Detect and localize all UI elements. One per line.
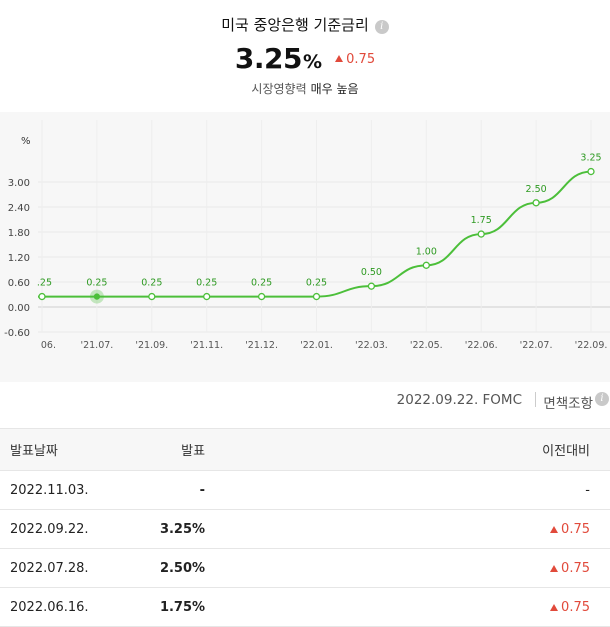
- data-label: 0.25: [251, 278, 272, 289]
- rate-change: 0.75: [335, 52, 375, 67]
- page-title: 미국 중앙은행 기준금리: [221, 16, 369, 34]
- rate-chart[interactable]: % 3.00 2.40 1.80 1.20 0.60 0.00 -0.60 06. '21.07.…: [0, 112, 610, 382]
- y-tick-label: 0.00: [8, 303, 30, 314]
- disclaimer-link[interactable]: 면책조항: [543, 396, 593, 412]
- data-label: 0.25: [86, 278, 107, 289]
- row-change-value: 0.75: [561, 599, 590, 615]
- data-point: [587, 167, 595, 176]
- up-triangle-icon: [335, 55, 344, 62]
- x-tick-label: '22.07.: [520, 340, 553, 351]
- data-label: 1.75: [471, 215, 492, 226]
- title-row: 미국 중앙은행 기준금리 i: [0, 14, 610, 35]
- divider: [535, 392, 536, 407]
- rate-header: 미국 중앙은행 기준금리 i 3.25% 0.75 시장영향력 매우 높음: [0, 0, 610, 112]
- row-date: 2022.06.16.: [0, 587, 159, 627]
- x-tick-label: '21.09.: [135, 340, 168, 351]
- info-icon[interactable]: i: [374, 20, 389, 34]
- rate-unit: %: [303, 51, 323, 73]
- rate-value: 3.25: [234, 42, 303, 75]
- data-label: 0.25: [141, 278, 162, 289]
- data-point: [257, 292, 266, 301]
- series-line: [38, 170, 592, 298]
- row-date: 2022.07.28.: [0, 548, 159, 588]
- up-triangle-icon: [550, 525, 559, 533]
- row-change: 0.75: [484, 509, 610, 549]
- row-change: 0.75: [484, 587, 610, 627]
- source-row: 2022.09.22. FOMC 면책조항 i: [0, 383, 610, 415]
- data-label: .25: [37, 278, 52, 289]
- rate-change-value: 0.75: [346, 52, 376, 67]
- row-change: -: [484, 470, 610, 510]
- table-header-row: 발표날짜 발표 이전대비: [0, 428, 610, 471]
- x-tick-label: '22.05.: [410, 340, 443, 351]
- x-tick-label: '22.01.: [300, 340, 333, 351]
- x-tick-label: '22.03.: [355, 340, 388, 351]
- x-tick-label: '21.12.: [245, 340, 278, 351]
- table-row: 2022.09.22. 3.25% 0.75: [0, 509, 610, 549]
- y-tick-label: -0.60: [4, 328, 30, 339]
- value-row: 3.25% 0.75: [0, 42, 610, 75]
- y-axis-unit: %: [21, 136, 31, 147]
- table-row: 2022.07.28. 2.50% 0.75: [0, 548, 610, 588]
- x-tick-label: '21.11.: [190, 340, 223, 351]
- data-point: [477, 230, 485, 238]
- data-point: [38, 292, 46, 301]
- header-date: 발표날짜: [0, 428, 159, 471]
- row-value: 3.25%: [158, 509, 485, 549]
- row-date: 2022.11.03.: [0, 470, 159, 510]
- y-tick-label: 3.00: [8, 178, 30, 189]
- row-value: 2.50%: [158, 548, 485, 588]
- chart-svg[interactable]: % 3.00 2.40 1.80 1.20 0.60 0.00 -0.60 06. '21.07.…: [0, 112, 610, 382]
- data-point: [367, 282, 376, 290]
- data-label: 0.25: [196, 278, 217, 289]
- row-change-value: 0.75: [561, 560, 590, 576]
- header-value: 발표: [158, 428, 485, 471]
- row-value: 1.75%: [158, 587, 485, 627]
- source-text: 2022.09.22. FOMC: [396, 392, 522, 408]
- data-point: [203, 292, 211, 301]
- row-value: -: [158, 470, 485, 510]
- row-change-value: 0.75: [561, 521, 590, 537]
- x-tick-label: '21.07.: [80, 340, 113, 351]
- row-change: 0.75: [484, 548, 610, 588]
- y-tick-label: 0.60: [8, 278, 30, 289]
- x-tick-label: '22.06.: [465, 340, 498, 351]
- impact-row: 시장영향력 매우 높음: [0, 80, 610, 97]
- table-row: 2022.11.03. - -: [0, 470, 610, 510]
- y-tick-label: 2.40: [8, 203, 30, 214]
- row-date: 2022.09.22.: [0, 509, 159, 549]
- announcement-table: 발표날짜 발표 이전대비 2022.11.03. - - 2022.09.22.…: [0, 428, 610, 627]
- x-tick-label: 06.: [41, 340, 56, 351]
- data-label: 3.25: [580, 153, 601, 164]
- data-label: 0.50: [361, 267, 382, 278]
- row-change-value: -: [585, 482, 590, 498]
- up-triangle-icon: [550, 564, 559, 572]
- up-triangle-icon: [550, 603, 559, 611]
- disclaimer-info-icon[interactable]: i: [595, 392, 609, 406]
- data-label: 2.50: [526, 184, 547, 195]
- data-point: [148, 292, 156, 301]
- y-tick-label: 1.80: [8, 228, 30, 239]
- x-tick-label: '22.09.: [575, 340, 608, 351]
- impact-label: 시장영향력: [251, 82, 307, 96]
- y-tick-label: 1.20: [8, 253, 30, 264]
- impact-value: 매우 높음: [310, 82, 359, 96]
- data-point: [422, 261, 430, 269]
- data-point: [532, 199, 540, 207]
- header-change: 이전대비: [484, 428, 610, 471]
- data-point: [93, 293, 101, 300]
- table-row: 2022.06.16. 1.75% 0.75: [0, 587, 610, 627]
- data-label: 0.25: [306, 278, 327, 289]
- data-point: [312, 292, 321, 301]
- data-label: 1.00: [416, 246, 437, 257]
